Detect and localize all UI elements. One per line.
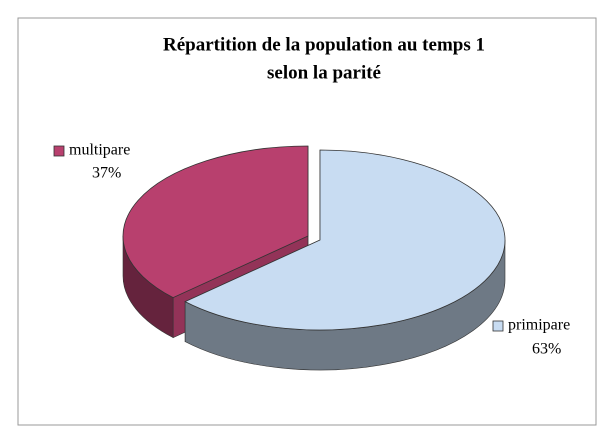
value-label: 37% xyxy=(92,165,121,182)
slice-label: multipare xyxy=(69,142,130,159)
chart-title: selon la parité xyxy=(267,62,381,83)
slice-label: primipare xyxy=(508,317,570,334)
slice xyxy=(184,149,506,331)
legend-swatch xyxy=(492,320,504,332)
slice xyxy=(122,145,309,299)
chart-title: Répartition de la population au temps 1 xyxy=(163,34,485,55)
legend-swatch xyxy=(53,145,65,157)
value-label: 63% xyxy=(532,341,561,358)
